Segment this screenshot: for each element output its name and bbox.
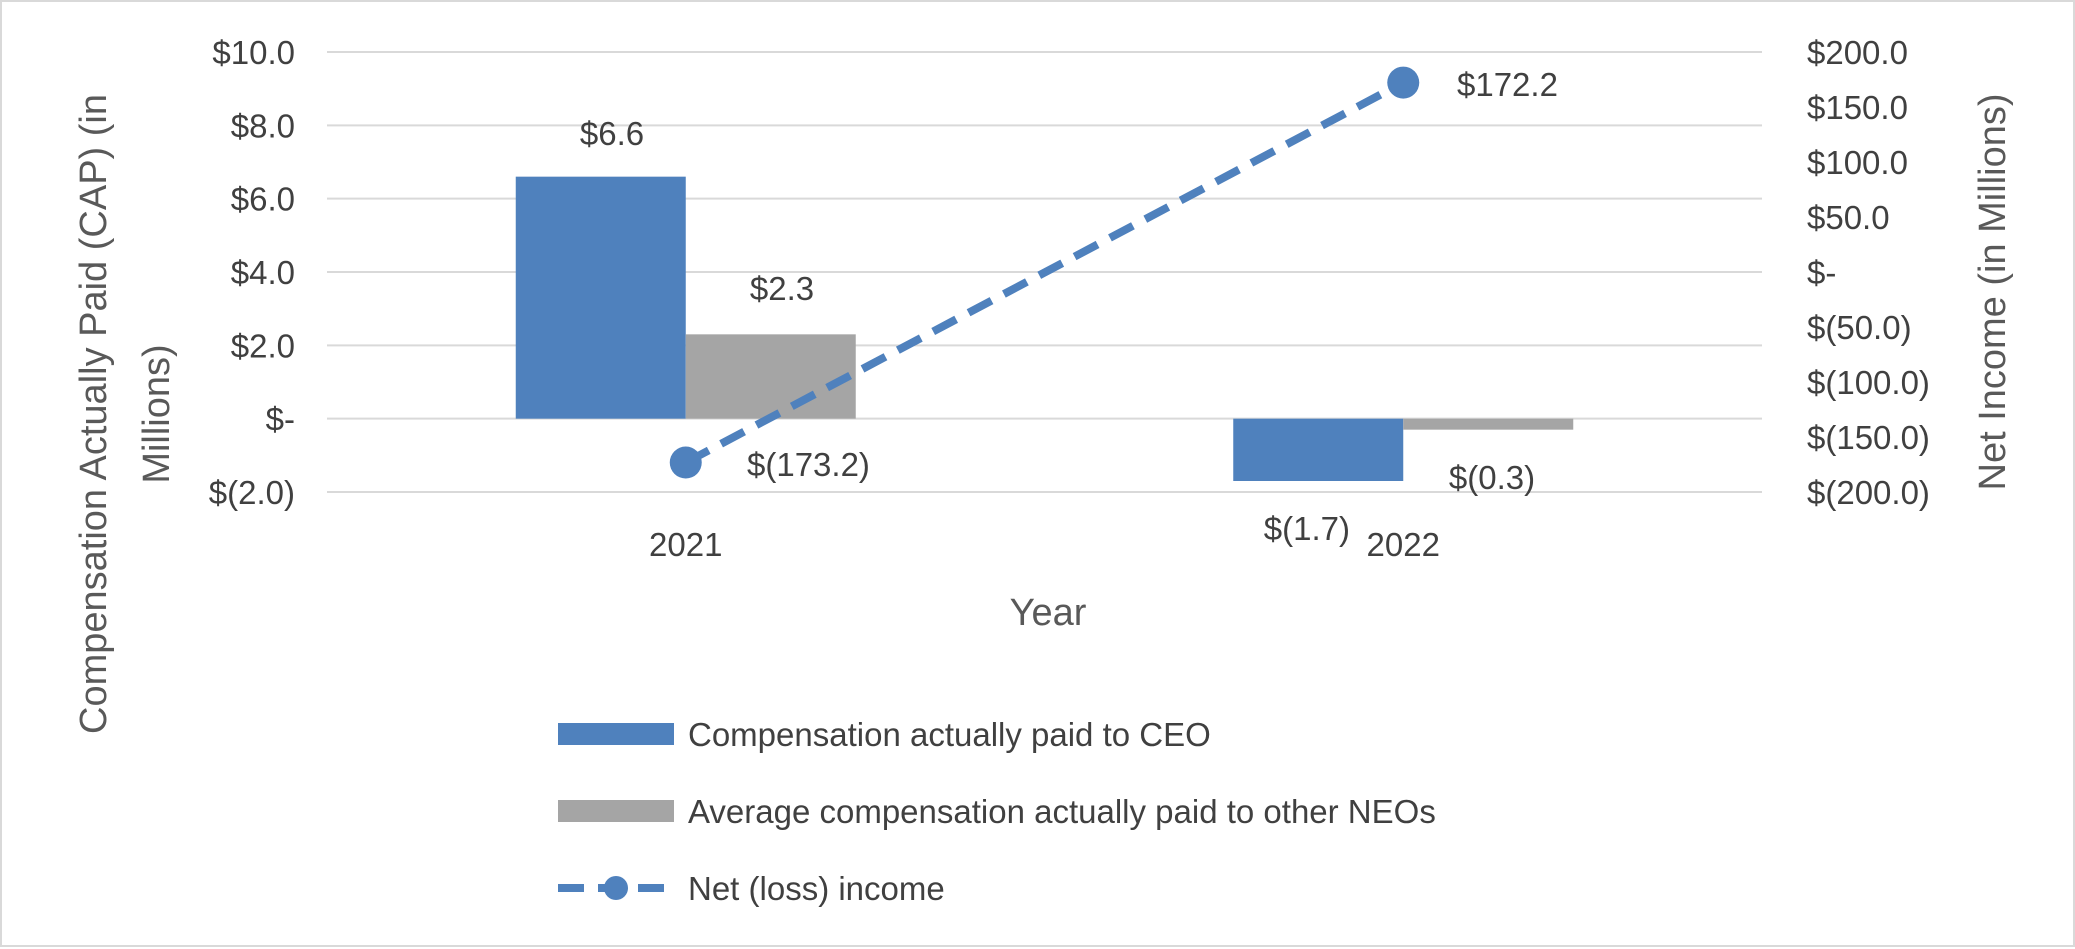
y-tick-label: $8.0 [231, 107, 295, 144]
legend-label: Net (loss) income [688, 870, 945, 907]
y-tick-label: $10.0 [212, 34, 295, 71]
legend-swatch [558, 800, 674, 822]
y2-tick-label: $(100.0) [1807, 364, 1930, 401]
y-axis-title-line: Millions) [136, 344, 178, 483]
x-tick-label: 2021 [649, 526, 722, 563]
y2-tick-label: $(200.0) [1807, 474, 1930, 511]
bar [1403, 418, 1574, 430]
legend-label: Average compensation actually paid to ot… [688, 793, 1436, 830]
y2-axis-title: Net Income (in Millions) [1972, 94, 2014, 491]
data-labels: $6.6 $(1.7) $2.3 $(0.3) $(173.2) $172.2 [580, 66, 1558, 547]
line-data-label: $172.2 [1457, 66, 1558, 103]
y-axis-title-line: Compensation Actually Paid (CAP) (in [73, 94, 115, 734]
y-tick-label: $6.0 [231, 181, 295, 218]
x-axis-title: Year [1010, 592, 1087, 634]
net-income-marker [1387, 66, 1420, 99]
net-income-line-path [683, 79, 1406, 467]
axes: $10.0 $8.0 $6.0 $4.0 $2.0 $- $(2.0) $200.0 $150.… [73, 34, 2014, 734]
y-axis-title: Compensation Actually Paid (CAP) (in Mill… [73, 94, 178, 734]
legend-swatch [558, 723, 674, 745]
y2-tick-label: $200.0 [1807, 34, 1908, 71]
net-income-line [669, 66, 1420, 479]
y-tick-label: $4.0 [231, 254, 295, 291]
y2-tick-label: $50.0 [1807, 199, 1890, 236]
bar-data-label: $6.6 [580, 115, 644, 152]
line-data-label: $(173.2) [747, 446, 870, 483]
bar-data-label: $(1.7) [1264, 510, 1350, 547]
bar [685, 334, 856, 419]
y2-tick-label: $(50.0) [1807, 309, 1912, 346]
bar-data-label: $(0.3) [1449, 459, 1535, 496]
bar-data-label: $2.3 [750, 270, 814, 307]
y2-tick-label: $100.0 [1807, 144, 1908, 181]
y-tick-label: $(2.0) [209, 474, 295, 511]
y2-tick-label: $150.0 [1807, 89, 1908, 126]
y2-tick-label: $(150.0) [1807, 419, 1930, 456]
legend: Compensation actually paid to CEO Average… [558, 716, 1436, 907]
y-tick-label: $2.0 [231, 327, 295, 364]
bar [1233, 418, 1404, 481]
y2-tick-label: $- [1807, 254, 1836, 291]
legend-label: Compensation actually paid to CEO [688, 716, 1211, 753]
x-tick-label: 2022 [1367, 526, 1440, 563]
net-income-marker [669, 446, 702, 479]
bar [515, 176, 686, 419]
bars [515, 176, 1574, 481]
legend-marker [604, 876, 628, 900]
y-tick-label: $- [266, 401, 295, 438]
